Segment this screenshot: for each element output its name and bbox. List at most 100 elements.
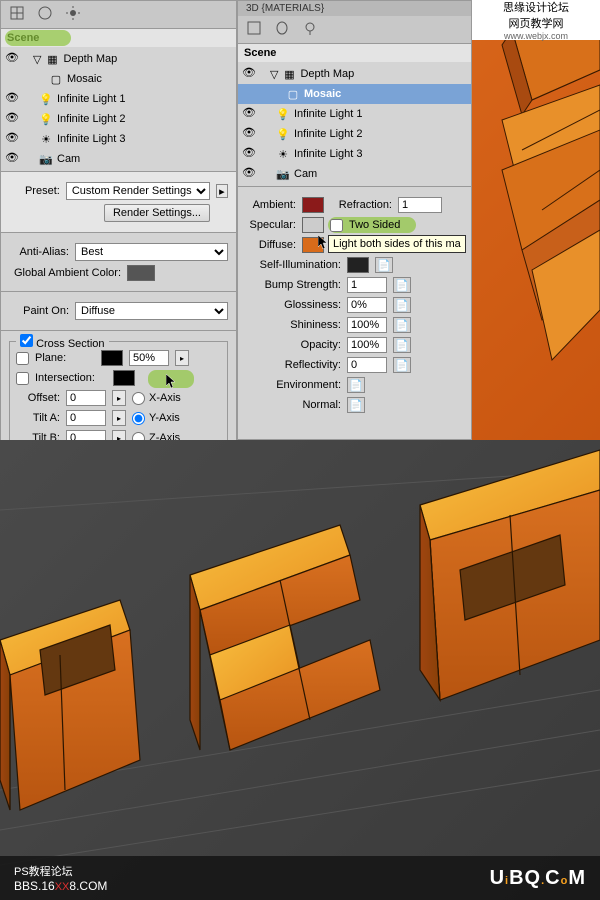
gloss-edit-icon[interactable]: 📄	[393, 297, 411, 313]
two-sided-checkbox[interactable]	[330, 219, 343, 232]
shine-input[interactable]	[347, 317, 387, 333]
shine-edit-icon[interactable]: 📄	[393, 317, 411, 333]
scene-header[interactable]: Scene	[238, 44, 471, 62]
tree-row-mosaic[interactable]: ▢ Mosaic	[238, 84, 471, 104]
tree-row-light1[interactable]: 👁 💡 Infinite Light 1	[238, 104, 471, 124]
visibility-icon[interactable]: 👁	[5, 91, 21, 107]
visibility-icon[interactable]: 👁	[242, 126, 258, 142]
offset-label: Offset:	[16, 392, 60, 404]
shine-label: Shininess:	[246, 319, 341, 331]
tree-row-cam[interactable]: 👁 📷 Cam	[238, 164, 471, 184]
plane-color-swatch[interactable]	[101, 350, 123, 366]
tree-row-mosaic[interactable]: ▢ Mosaic	[1, 69, 236, 89]
plane-value-input[interactable]	[129, 350, 169, 366]
tree-label: Infinite Light 1	[57, 93, 126, 105]
preset-select[interactable]: Custom Render Settings	[66, 182, 210, 200]
global-ambient-swatch[interactable]	[127, 265, 155, 281]
tree-row-cam[interactable]: 👁 📷 Cam	[1, 149, 236, 169]
gloss-input[interactable]	[347, 297, 387, 313]
visibility-icon[interactable]: 👁	[242, 166, 258, 182]
visibility-icon[interactable]: 👁	[242, 106, 258, 122]
visibility-icon[interactable]: 👁	[5, 151, 21, 167]
filter-mesh-icon[interactable]	[9, 5, 25, 24]
tree-label: Cam	[57, 153, 80, 165]
x-axis-radio[interactable]	[132, 392, 145, 405]
refraction-input[interactable]	[398, 197, 442, 213]
plane-checkbox[interactable]	[16, 352, 29, 365]
tree-label: Infinite Light 1	[294, 108, 363, 120]
tree-row-depth-map[interactable]: 👁 ▽ ▦ Depth Map	[1, 49, 236, 69]
mesh-icon: ▦	[45, 52, 59, 66]
tree-label: Mosaic	[304, 88, 341, 100]
y-axis-radio[interactable]	[132, 412, 145, 425]
specular-label: Specular:	[246, 219, 296, 231]
tree-row-light2[interactable]: 👁 💡 Infinite Light 2	[1, 109, 236, 129]
diffuse-label: Diffuse:	[246, 239, 296, 251]
filter-light-icon[interactable]	[65, 5, 81, 24]
tilt-a-label: Tilt A:	[16, 412, 60, 424]
cursor-icon	[166, 374, 182, 390]
tilt-a-spinner[interactable]: ▸	[112, 410, 126, 426]
filter-material-icon[interactable]	[274, 20, 290, 39]
reflect-input[interactable]	[347, 357, 387, 373]
visibility-icon[interactable]: 👁	[5, 111, 21, 127]
paint-on-label: Paint On:	[9, 305, 69, 317]
offset-spinner[interactable]: ▸	[112, 390, 126, 406]
filter-mesh-icon[interactable]	[246, 20, 262, 39]
tree-row-light3[interactable]: 👁 ☀ Infinite Light 3	[1, 129, 236, 149]
plane-spinner[interactable]: ▸	[175, 350, 189, 366]
tree-label: Depth Map	[63, 53, 117, 65]
tree-row-depth-map[interactable]: 👁 ▽ ▦ Depth Map	[238, 64, 471, 84]
env-edit-icon[interactable]: 📄	[347, 377, 365, 393]
offset-input[interactable]	[66, 390, 106, 406]
normal-label: Normal:	[246, 399, 341, 411]
light-icon: 💡	[276, 127, 290, 141]
bump-label: Bump Strength:	[246, 279, 341, 291]
anti-alias-select[interactable]: Best	[75, 243, 228, 261]
specular-swatch[interactable]	[302, 217, 324, 233]
intersection-color-swatch[interactable]	[113, 370, 135, 386]
camera-icon: 📷	[276, 167, 290, 181]
cross-section-checkbox[interactable]	[20, 334, 33, 347]
tree-label: Infinite Light 2	[294, 128, 363, 140]
3d-viewport-slice: 思缘设计论坛 网页教学网 www.webjx.com	[472, 0, 600, 440]
tilt-a-input[interactable]	[66, 410, 106, 426]
env-label: Environment:	[246, 379, 341, 391]
watermark: 思缘设计论坛 网页教学网 www.webjx.com	[472, 0, 600, 40]
visibility-icon[interactable]: 👁	[5, 131, 21, 147]
reflect-label: Reflectivity:	[246, 359, 341, 371]
two-sided-tooltip: Light both sides of this ma	[328, 235, 466, 253]
panel-icon-bar	[1, 1, 236, 29]
reflect-edit-icon[interactable]: 📄	[393, 357, 411, 373]
panel-header: 3D {MATERIALS}	[238, 1, 471, 16]
footer-title: PS教程论坛	[14, 863, 107, 879]
bump-input[interactable]	[347, 277, 387, 293]
paint-on-select[interactable]: Diffuse	[75, 302, 228, 320]
preset-menu-icon[interactable]: ▸	[216, 184, 228, 198]
ambient-swatch[interactable]	[302, 197, 324, 213]
self-illum-swatch[interactable]	[347, 257, 369, 273]
render-settings-button[interactable]: Render Settings...	[104, 204, 210, 222]
bump-edit-icon[interactable]: 📄	[393, 277, 411, 293]
tree-label: Infinite Light 3	[294, 148, 363, 160]
light-icon: ☀	[39, 132, 53, 146]
preset-label: Preset:	[9, 185, 60, 197]
light-icon: 💡	[39, 92, 53, 106]
normal-edit-icon[interactable]: 📄	[347, 397, 365, 413]
plane-label: Plane:	[35, 352, 95, 364]
tree-row-light1[interactable]: 👁 💡 Infinite Light 1	[1, 89, 236, 109]
filter-material-icon[interactable]	[37, 5, 53, 24]
tree-row-light2[interactable]: 👁 💡 Infinite Light 2	[238, 124, 471, 144]
self-illum-edit-icon[interactable]: 📄	[375, 257, 393, 273]
opacity-edit-icon[interactable]: 📄	[393, 337, 411, 353]
opacity-input[interactable]	[347, 337, 387, 353]
intersection-checkbox[interactable]	[16, 372, 29, 385]
scene-tree: 👁 ▽ ▦ Depth Map ▢ Mosaic 👁 💡 Infinite Li…	[1, 47, 236, 171]
tree-row-light3[interactable]: 👁 ☀ Infinite Light 3	[238, 144, 471, 164]
filter-light-icon[interactable]	[302, 20, 318, 39]
visibility-icon[interactable]: 👁	[242, 66, 258, 82]
visibility-icon[interactable]: 👁	[242, 146, 258, 162]
light-icon: ☀	[276, 147, 290, 161]
visibility-icon[interactable]: 👁	[5, 51, 21, 67]
tree-label: Infinite Light 2	[57, 113, 126, 125]
